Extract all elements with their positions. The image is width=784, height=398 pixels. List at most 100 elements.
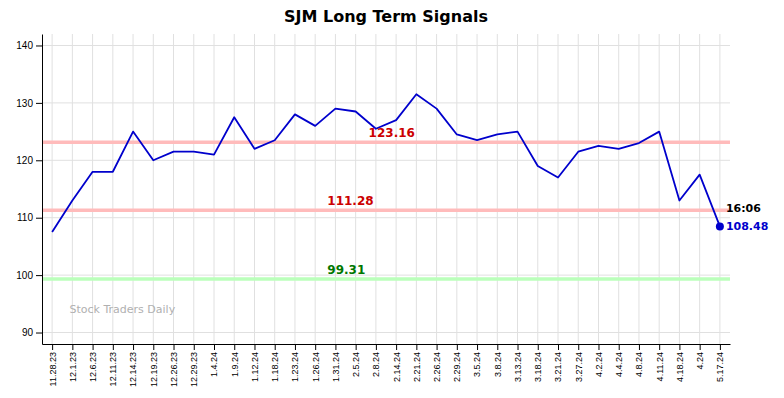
grid-line-y bbox=[42, 217, 730, 218]
x-tick-label: 3.13.24 bbox=[513, 352, 523, 382]
grid-line-x bbox=[719, 34, 720, 344]
x-tick-mark bbox=[700, 344, 701, 350]
x-tick-mark bbox=[275, 344, 276, 350]
chart: 11.28.2312.1.2312.6.2312.11.2312.14.2312… bbox=[0, 0, 784, 398]
x-axis-line bbox=[43, 344, 731, 345]
x-tick-mark bbox=[254, 344, 255, 350]
grid-line-x bbox=[214, 34, 215, 344]
grid-line-x bbox=[456, 34, 457, 344]
x-tick-label: 4.11.24 bbox=[655, 352, 665, 381]
x-tick-label: 1.23.24 bbox=[290, 352, 300, 382]
x-tick: 2.5.24 bbox=[351, 344, 361, 377]
grid-line-x bbox=[375, 34, 376, 344]
x-tick: 4.2.24 bbox=[594, 344, 604, 377]
x-tick: 2.26.24 bbox=[432, 344, 442, 382]
grid-line-x bbox=[193, 34, 194, 344]
grid-line-x bbox=[578, 34, 579, 344]
x-tick-mark bbox=[315, 344, 316, 350]
x-tick: 4.8.24 bbox=[634, 344, 644, 377]
grid-line-x bbox=[52, 34, 53, 344]
x-tick-mark bbox=[335, 344, 336, 350]
x-tick-mark bbox=[113, 344, 114, 350]
grid-line-x bbox=[598, 34, 599, 344]
x-tick-label: 2.5.24 bbox=[351, 352, 361, 377]
level-line bbox=[42, 140, 730, 144]
x-tick: 2.29.24 bbox=[452, 344, 462, 382]
level-line bbox=[42, 209, 730, 213]
x-tick: 1.23.24 bbox=[290, 344, 300, 382]
x-tick-mark bbox=[578, 344, 579, 350]
price-line bbox=[52, 94, 720, 232]
x-tick-mark bbox=[619, 344, 620, 350]
x-tick-label: 12.6.23 bbox=[88, 352, 98, 382]
y-tick-mark bbox=[36, 103, 42, 104]
x-tick-label: 3.5.24 bbox=[472, 352, 482, 377]
y-tick-mark bbox=[36, 333, 42, 334]
x-tick-mark bbox=[497, 344, 498, 350]
x-tick-label: 1.18.24 bbox=[270, 352, 280, 382]
grid-line-x bbox=[558, 34, 559, 344]
grid-line-x bbox=[416, 34, 417, 344]
x-tick: 12.11.23 bbox=[108, 344, 118, 386]
y-tick-mark bbox=[36, 45, 42, 46]
x-tick: 12.6.23 bbox=[88, 344, 98, 382]
x-tick: 12.14.23 bbox=[128, 344, 138, 387]
x-tick-mark bbox=[356, 344, 357, 350]
x-tick-label: 4.8.24 bbox=[634, 352, 644, 377]
grid-line-y bbox=[42, 275, 730, 276]
x-tick: 12.19.23 bbox=[149, 344, 159, 387]
x-tick-mark bbox=[518, 344, 519, 350]
grid-line-x bbox=[638, 34, 639, 344]
x-tick: 1.18.24 bbox=[270, 344, 280, 382]
y-tick-mark bbox=[36, 275, 42, 276]
x-tick-label: 4.24 bbox=[695, 352, 705, 370]
x-tick-label: 12.1.23 bbox=[68, 352, 78, 382]
x-tick-mark bbox=[558, 344, 559, 350]
grid-line-x bbox=[618, 34, 619, 344]
y-axis-line bbox=[42, 35, 43, 345]
grid-line-x bbox=[396, 34, 397, 344]
x-tick-label: 1.9.24 bbox=[230, 352, 240, 377]
level-line bbox=[42, 277, 730, 281]
x-tick-mark bbox=[93, 344, 94, 350]
grid-line-x bbox=[355, 34, 356, 344]
x-tick-label: 2.8.24 bbox=[371, 352, 381, 377]
x-tick: 4.11.24 bbox=[655, 344, 665, 381]
last-value-label: 108.48 bbox=[726, 220, 768, 233]
x-tick: 1.9.24 bbox=[230, 344, 240, 377]
x-tick-label: 12.11.23 bbox=[108, 352, 118, 386]
x-tick-mark bbox=[720, 344, 721, 350]
x-tick-mark bbox=[679, 344, 680, 350]
x-tick: 12.26.23 bbox=[169, 344, 179, 387]
grid-line-x bbox=[335, 34, 336, 344]
marks bbox=[42, 94, 730, 279]
x-tick-label: 3.8.24 bbox=[493, 352, 503, 377]
grid-line-x bbox=[153, 34, 154, 344]
grid-line-x bbox=[173, 34, 174, 344]
x-tick: 1.31.24 bbox=[331, 344, 341, 382]
x-tick: 3.8.24 bbox=[493, 344, 503, 377]
x-tick-mark bbox=[457, 344, 458, 350]
x-tick-mark bbox=[639, 344, 640, 350]
x-tick-label: 3.21.24 bbox=[553, 352, 563, 382]
x-tick-mark bbox=[659, 344, 660, 350]
y-tick-label: 120 bbox=[16, 155, 33, 166]
grid-line-x bbox=[274, 34, 275, 344]
grid-line-x bbox=[497, 34, 498, 344]
grid-line-x bbox=[72, 34, 73, 344]
x-tick-label: 2.26.24 bbox=[432, 352, 442, 382]
x-tick: 5.17.24 bbox=[715, 344, 725, 382]
y-tick-mark bbox=[36, 160, 42, 161]
x-tick-label: 2.29.24 bbox=[452, 352, 462, 382]
x-tick-label: 2.21.24 bbox=[412, 352, 422, 382]
grid-line-y bbox=[42, 45, 730, 46]
level-label: 99.31 bbox=[327, 263, 365, 277]
x-axis: 11.28.2312.1.2312.6.2312.11.2312.14.2312… bbox=[43, 344, 731, 387]
x-tick-mark bbox=[133, 344, 134, 350]
grid-line-x bbox=[294, 34, 295, 344]
x-tick-label: 2.14.24 bbox=[391, 352, 401, 382]
x-tick-mark bbox=[396, 344, 397, 350]
grid-line-x bbox=[234, 34, 235, 344]
y-tick: 110 bbox=[17, 212, 42, 223]
watermark: Stock Traders Daily bbox=[70, 303, 176, 316]
